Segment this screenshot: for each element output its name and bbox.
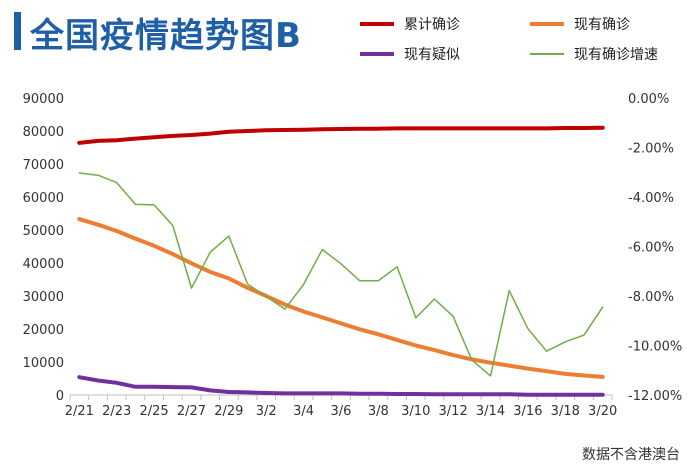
x-tick-label: 2/21 <box>65 404 94 419</box>
y-right-tick-label: -8.00% <box>628 290 674 305</box>
y-left-tick-label: 40000 <box>23 257 64 272</box>
chart-title: 全国疫情趋势图B <box>30 16 302 56</box>
y-right-tick-label: 0.00% <box>628 92 669 107</box>
y-left-tick-label: 50000 <box>23 224 64 239</box>
legend-label: 现有确诊增速 <box>574 47 658 63</box>
y-left-tick-label: 20000 <box>23 323 64 338</box>
legend-label: 现有疑似 <box>404 47 460 63</box>
series-line-2 <box>77 375 605 397</box>
x-tick-label: 3/8 <box>368 404 389 419</box>
source-note: 数据不含港澳台 <box>582 447 680 463</box>
x-tick-label: 3/18 <box>551 404 580 419</box>
series-line-0 <box>77 125 605 145</box>
x-tick-label: 3/16 <box>513 404 542 419</box>
y-left-tick-label: 10000 <box>23 356 64 371</box>
series-line-1 <box>77 217 605 379</box>
x-tick-label: 3/20 <box>588 404 617 419</box>
title-accent-bar <box>14 12 21 50</box>
legend-label: 现有确诊 <box>574 17 630 33</box>
x-tick-label: 3/6 <box>331 404 352 419</box>
y-left-tick-label: 90000 <box>23 92 64 107</box>
x-tick-label: 2/29 <box>214 404 243 419</box>
y-left-tick-label: 30000 <box>23 290 64 305</box>
series-line-3 <box>78 172 604 377</box>
x-tick-label: 2/25 <box>140 404 169 419</box>
x-tick-label: 3/2 <box>256 404 277 419</box>
y-left-tick-label: 80000 <box>23 125 64 140</box>
x-tick-label: 2/27 <box>177 404 206 419</box>
x-tick-label: 3/4 <box>293 404 314 419</box>
y-right-tick-label: -2.00% <box>628 142 674 157</box>
y-right-tick-label: -4.00% <box>628 191 674 206</box>
y-left-tick-label: 60000 <box>23 191 64 206</box>
x-tick-label: 3/12 <box>439 404 468 419</box>
y-left-tick-label: 0 <box>56 389 64 404</box>
y-right-tick-label: -6.00% <box>628 241 674 256</box>
legend-label: 累计确诊 <box>404 17 460 33</box>
x-tick-label: 3/14 <box>476 404 505 419</box>
x-tick-label: 2/23 <box>102 404 131 419</box>
y-left-tick-label: 70000 <box>23 158 64 173</box>
x-tick-label: 3/10 <box>401 404 430 419</box>
y-right-tick-label: -10.00% <box>628 340 682 355</box>
y-right-tick-label: -12.00% <box>628 389 682 404</box>
